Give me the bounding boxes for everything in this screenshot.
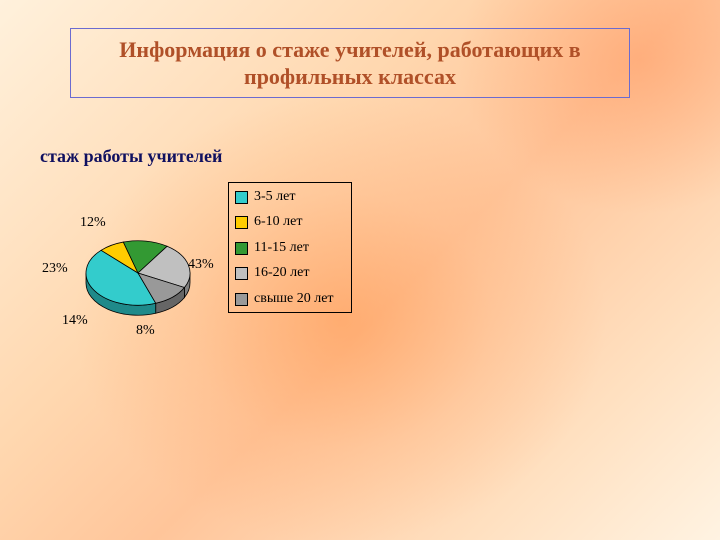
legend-swatch bbox=[235, 293, 248, 306]
legend-item: 11-15 лет bbox=[235, 240, 345, 255]
legend-swatch bbox=[235, 216, 248, 229]
legend-swatch bbox=[235, 267, 248, 280]
legend-label: 11-15 лет bbox=[254, 240, 309, 255]
legend-item: свыше 20 лет bbox=[235, 291, 345, 306]
slice-percent-label: 8% bbox=[136, 323, 155, 339]
slice-percent-label: 12% bbox=[80, 215, 106, 231]
slice-percent-label: 23% bbox=[42, 261, 68, 277]
legend-label: 6-10 лет bbox=[254, 214, 302, 229]
chart-legend: 3-5 лет 6-10 лет 11-15 лет 16-20 лет свыше 2… bbox=[228, 182, 352, 313]
legend-item: 6-10 лет bbox=[235, 214, 345, 229]
legend-swatch bbox=[235, 191, 248, 204]
slide-title: Информация о стаже учителей, работающих … bbox=[87, 36, 613, 91]
legend-swatch bbox=[235, 242, 248, 255]
legend-item: 3-5 лет bbox=[235, 189, 345, 204]
legend-label: свыше 20 лет bbox=[254, 291, 334, 306]
chart-title: стаж работы учителей bbox=[40, 146, 222, 167]
legend-label: 16-20 лет bbox=[254, 265, 309, 280]
slice-percent-label: 43% bbox=[188, 257, 214, 273]
slide-title-box: Информация о стаже учителей, работающих … bbox=[70, 28, 630, 98]
legend-label: 3-5 лет bbox=[254, 189, 295, 204]
legend-item: 16-20 лет bbox=[235, 265, 345, 280]
pie-chart: 43%8%14%23%12% bbox=[48, 195, 208, 345]
slice-percent-label: 14% bbox=[62, 313, 88, 329]
